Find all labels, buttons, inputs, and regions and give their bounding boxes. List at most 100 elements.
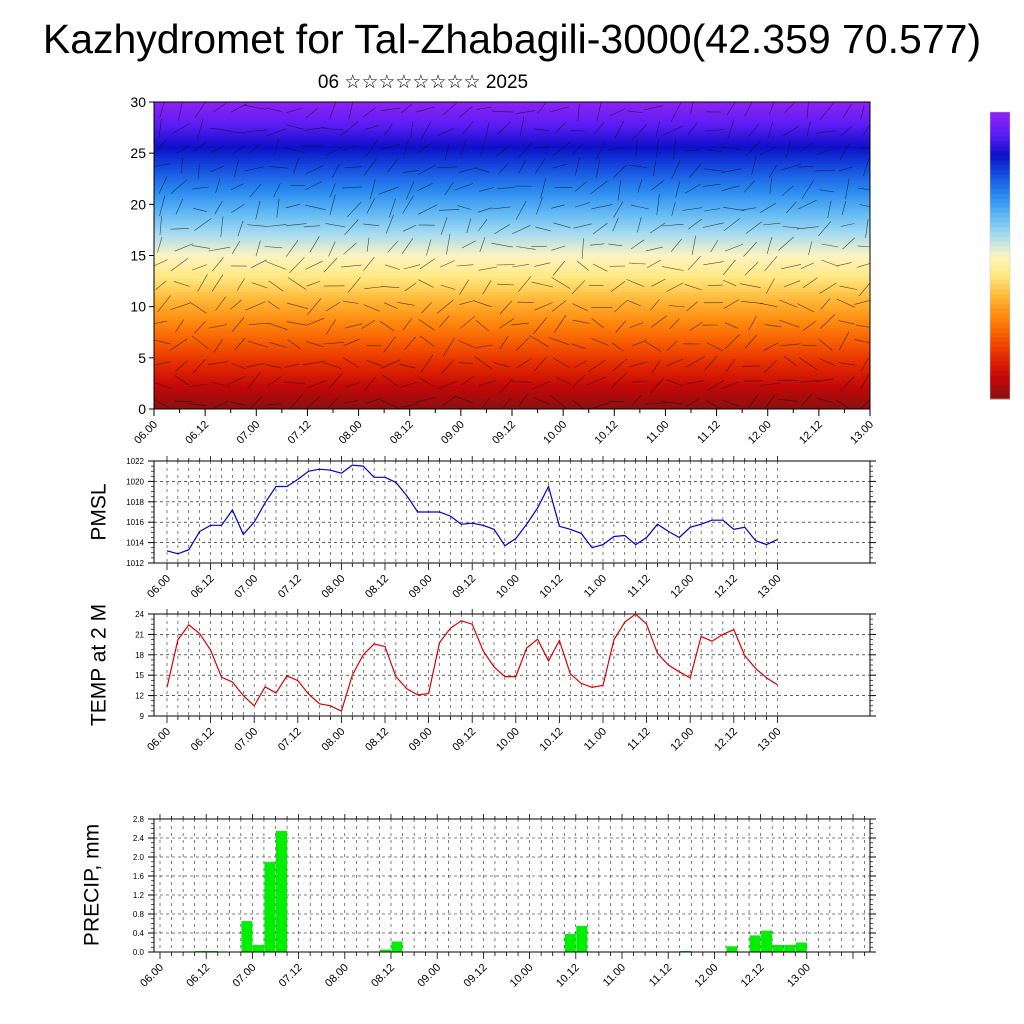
wind-barb	[839, 332, 850, 350]
colorbar-band	[990, 116, 1010, 123]
x-tick-label: 07.00	[232, 726, 260, 754]
x-tick-label: 13.00	[756, 726, 784, 754]
wind-barb	[477, 207, 492, 213]
wind-barb	[801, 179, 814, 199]
heatmap-band	[154, 117, 870, 121]
precipitation-bar	[380, 949, 391, 952]
heatmap-band	[154, 212, 870, 216]
precipitation-bar	[264, 861, 276, 953]
wind-barb	[461, 375, 475, 385]
wind-barb	[518, 160, 527, 174]
heatmap-band	[154, 329, 870, 333]
wind-barb	[475, 167, 490, 173]
wind-barb	[476, 106, 492, 110]
wind-barb	[821, 259, 839, 267]
wind-barb	[401, 403, 419, 408]
wind-barb	[591, 318, 604, 329]
heatmap-band	[154, 178, 870, 182]
heatmap-band	[154, 122, 870, 126]
heatmap-band	[154, 362, 870, 367]
colorbar-band	[990, 332, 1010, 338]
wind-barb	[197, 164, 200, 179]
wind-barb	[748, 123, 760, 137]
wind-barb	[442, 395, 456, 407]
wind-barb	[285, 124, 304, 130]
wind-barb	[684, 184, 701, 194]
colorbar-frame	[989, 111, 1011, 400]
wind-barb	[286, 223, 307, 226]
wind-barb	[534, 128, 550, 131]
heatmap-band	[154, 148, 870, 152]
wind-barb	[157, 237, 163, 253]
x-tick-label: 08.12	[369, 962, 397, 990]
heatmap-band	[154, 204, 870, 208]
wind-barb	[552, 300, 567, 312]
wind-barb	[187, 403, 207, 407]
wind-barb	[626, 110, 643, 113]
heatmap-band	[154, 298, 870, 303]
wind-barb	[499, 300, 513, 315]
wind-barb	[191, 245, 211, 249]
wind-barb	[175, 319, 184, 333]
wind-barb	[512, 264, 530, 268]
x-tick-label: 09.12	[462, 962, 490, 990]
heatmap-band	[154, 188, 870, 193]
wind-barb	[417, 183, 433, 191]
wind-barb	[682, 207, 702, 211]
heatmap-band	[154, 107, 870, 111]
wind-barb	[595, 159, 601, 178]
wind-barb	[859, 399, 870, 409]
wind-barb	[706, 342, 724, 352]
wind-barb	[646, 259, 662, 269]
wind-barb	[745, 140, 761, 157]
wind-barb	[556, 377, 572, 385]
wind-barb	[169, 338, 188, 351]
wind-barb	[689, 321, 703, 331]
wind-barb	[268, 280, 284, 292]
x-tick-label: 07.00	[231, 962, 259, 990]
wind-barb	[529, 335, 549, 348]
wind-barb	[171, 123, 190, 135]
wind-barb	[231, 317, 245, 333]
wind-barb	[158, 176, 168, 194]
wind-barb	[759, 382, 781, 386]
wind-barb	[581, 238, 584, 259]
heatmap-band	[154, 250, 870, 254]
wind-barb	[631, 395, 642, 407]
wind-barb	[362, 107, 376, 118]
heatmap-band	[154, 357, 870, 361]
wind-barb	[687, 122, 698, 135]
wind-barb	[443, 337, 455, 357]
temperature-plot-frame	[153, 613, 871, 717]
wind-barb	[215, 296, 227, 311]
colorbar-band	[990, 169, 1010, 175]
wind-barb	[703, 261, 724, 266]
pmsl-axis-label: PMSL	[88, 483, 111, 540]
wind-barb	[304, 181, 323, 191]
wind-barb	[820, 298, 831, 310]
wind-barb	[662, 223, 684, 227]
x-tick-label: 12.00	[668, 726, 696, 754]
wind-barb	[723, 259, 736, 275]
heatmap-band	[154, 219, 870, 223]
heatmap-x-tick-label: 07.12	[286, 419, 314, 447]
heatmap-band	[154, 171, 870, 175]
wind-barb	[402, 224, 417, 232]
wind-barb	[743, 180, 756, 193]
colorbar-band	[990, 269, 1010, 276]
x-tick-label: 12.00	[693, 962, 721, 990]
wind-barb	[764, 324, 782, 328]
heatmap-x-tick-label: 08.12	[388, 419, 416, 447]
wind-barb	[636, 217, 642, 233]
heatmap-band	[154, 145, 870, 149]
wind-barb	[643, 105, 663, 111]
wind-barb	[555, 122, 566, 134]
wind-barb	[611, 342, 624, 352]
heatmap-band	[154, 345, 870, 349]
y-tick-label: 15	[135, 671, 144, 680]
wind-barb	[170, 179, 187, 195]
wind-barb	[343, 400, 359, 404]
wind-barb	[818, 221, 831, 237]
wind-barb	[213, 102, 227, 113]
wind-barb	[329, 194, 336, 216]
